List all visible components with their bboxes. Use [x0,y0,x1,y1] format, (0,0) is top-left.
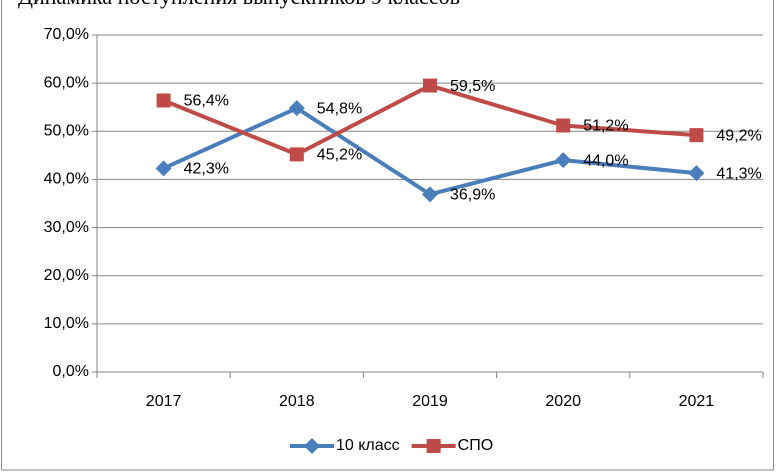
point [156,93,171,108]
y-tick-label: 30,0% [44,219,89,236]
data-label: 56,4% [184,93,229,110]
point [689,128,704,143]
point [422,186,438,203]
data-label: 42,3% [184,161,229,178]
legend-label: СПО [458,437,494,454]
x-tick-label: 2021 [679,393,715,410]
y-tick-label: 50,0% [44,123,89,140]
x-tick-label: 2019 [412,393,448,410]
data-label: 36,9% [450,187,495,204]
y-tick-label: 20,0% [44,267,89,284]
point [556,118,571,133]
legend-marker [304,438,320,454]
point [423,78,437,93]
x-tick-label: 2018 [279,393,315,410]
x-tick-label: 2017 [146,393,182,410]
x-tick-label: 2020 [545,393,581,410]
data-label: 59,5% [450,78,495,95]
data-label: 49,2% [716,127,761,144]
y-tick-label: 70,0% [44,26,89,43]
y-tick-label: 40,0% [44,171,89,188]
point [555,152,572,169]
point [155,160,172,177]
y-tick-label: 60,0% [44,74,89,91]
point [688,165,705,182]
point [289,147,304,162]
data-label: 51,2% [583,118,628,135]
data-label: 54,8% [317,100,362,117]
y-tick-label: 0,0% [53,363,89,380]
data-label: 44,0% [583,152,628,169]
data-label: 45,2% [317,147,362,164]
data-label: 41,3% [716,165,761,182]
chart-title: Динамика поступления выпускников 9 класс… [18,0,460,9]
legend-label: 10 класс [336,437,400,454]
point [288,100,305,117]
y-tick-label: 10,0% [44,315,89,332]
legend-marker [426,439,441,453]
